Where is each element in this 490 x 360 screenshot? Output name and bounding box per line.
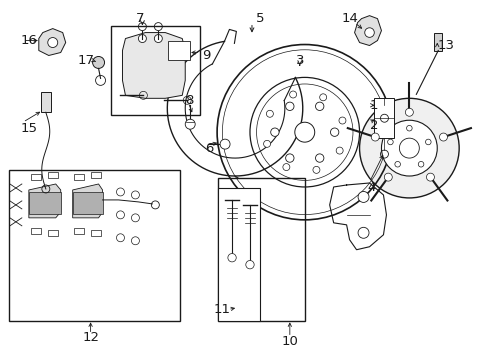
Text: 8: 8	[185, 94, 194, 107]
Circle shape	[384, 173, 392, 181]
Bar	[29, 192, 61, 214]
Circle shape	[440, 133, 447, 141]
Polygon shape	[122, 32, 185, 98]
Text: 1: 1	[369, 99, 378, 112]
Circle shape	[286, 154, 294, 162]
Text: 14: 14	[342, 12, 359, 25]
Circle shape	[154, 35, 162, 42]
Bar	[168, 41, 190, 60]
Polygon shape	[39, 28, 66, 55]
Circle shape	[330, 128, 339, 136]
Circle shape	[316, 154, 324, 162]
Circle shape	[48, 37, 58, 48]
Bar	[48, 172, 58, 178]
Text: 13: 13	[437, 39, 454, 52]
Text: 2: 2	[369, 119, 378, 132]
Circle shape	[399, 138, 419, 158]
Circle shape	[365, 28, 374, 37]
Circle shape	[358, 192, 369, 202]
Circle shape	[228, 253, 236, 262]
Circle shape	[270, 128, 279, 136]
Text: 11: 11	[214, 303, 231, 316]
Circle shape	[220, 139, 230, 149]
Text: 10: 10	[281, 335, 298, 348]
Circle shape	[138, 35, 147, 42]
Text: 15: 15	[21, 122, 38, 135]
Circle shape	[290, 91, 296, 98]
Circle shape	[185, 119, 195, 129]
Text: 5: 5	[256, 12, 264, 25]
Bar	[434, 32, 442, 50]
Bar	[111, 26, 200, 115]
Text: 17: 17	[77, 54, 94, 67]
Text: 16: 16	[21, 34, 38, 47]
Circle shape	[283, 163, 290, 171]
Bar	[218, 178, 305, 321]
Text: 4: 4	[368, 181, 376, 194]
Circle shape	[93, 57, 104, 68]
Bar	[31, 228, 41, 234]
Circle shape	[426, 173, 435, 181]
Text: 3: 3	[295, 54, 304, 67]
Bar	[374, 98, 394, 138]
Circle shape	[382, 120, 437, 176]
Circle shape	[264, 140, 270, 147]
Circle shape	[358, 227, 369, 238]
Circle shape	[267, 110, 273, 117]
Circle shape	[316, 102, 324, 111]
Text: 6: 6	[205, 141, 214, 155]
Bar	[74, 228, 84, 234]
Bar	[218, 188, 260, 321]
Text: 12: 12	[82, 331, 99, 344]
Bar	[31, 174, 41, 180]
Bar	[74, 174, 84, 180]
Bar	[48, 230, 58, 236]
Bar	[9, 170, 180, 321]
Bar	[91, 230, 100, 236]
Circle shape	[319, 94, 327, 101]
Circle shape	[371, 133, 379, 141]
Circle shape	[246, 261, 254, 269]
Circle shape	[336, 147, 343, 154]
Polygon shape	[29, 184, 61, 218]
Circle shape	[313, 166, 320, 174]
Bar	[41, 92, 51, 112]
Circle shape	[339, 117, 346, 124]
Polygon shape	[73, 184, 102, 218]
Text: 7: 7	[136, 12, 145, 25]
Bar	[73, 192, 102, 214]
Circle shape	[286, 102, 294, 111]
Bar	[91, 172, 100, 178]
Circle shape	[295, 122, 315, 142]
Circle shape	[360, 98, 459, 198]
Circle shape	[405, 108, 414, 116]
Polygon shape	[355, 15, 382, 45]
Text: 9: 9	[202, 49, 211, 62]
